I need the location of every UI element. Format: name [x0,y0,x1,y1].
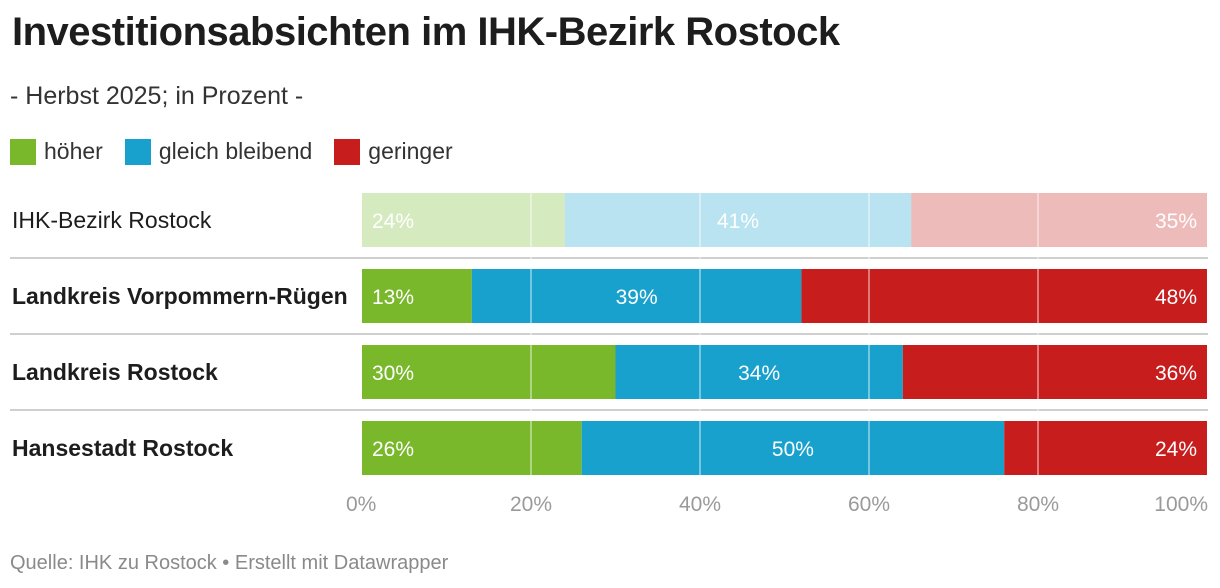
bar-ihk-bezirk-rostock-geringer [911,193,1207,247]
page-title: Investitionsabsichten im IHK-Bezirk Rost… [12,10,840,54]
x-tick-label: 80% [1017,493,1059,516]
value-label: 26% [372,438,414,461]
category-label-landkreis-vorpommern-ruegen: Landkreis Vorpommern-Rügen [12,283,348,309]
page-subtitle: - Herbst 2025; in Prozent - [10,82,304,110]
category-label-hansestadt-rostock: Hansestadt Rostock [12,435,233,461]
value-label: 24% [372,210,414,233]
legend-swatch-gleich-bleibend [124,138,151,165]
bar-hansestadt-rostock-gleich-bleibend [581,421,1005,475]
bar-landkreis-vorpommern-ruegen-hoeher [362,269,472,323]
bar-landkreis-vorpommern-ruegen-gleich-bleibend [471,269,802,323]
chart-legend: höher gleich bleibend geringer [10,138,475,165]
bar-landkreis-rostock-hoeher [362,345,616,399]
value-label: 24% [1155,438,1197,461]
x-tick-label: 100% [1154,493,1208,516]
value-label: 34% [738,362,780,385]
legend-label-geringer: geringer [368,138,453,164]
value-label: 48% [1155,286,1197,309]
value-label: 30% [372,362,414,385]
bar-landkreis-rostock-gleich-bleibend [615,345,903,399]
value-label: 36% [1155,362,1197,385]
x-tick-label: 60% [848,493,890,516]
x-tick-label: 40% [679,493,721,516]
category-label-landkreis-rostock: Landkreis Rostock [12,359,218,385]
category-label-ihk-bezirk-rostock: IHK-Bezirk Rostock [12,207,212,233]
bar-hansestadt-rostock-hoeher [362,421,582,475]
legend-item-geringer: geringer [334,138,453,165]
bar-landkreis-vorpommern-ruegen-geringer [801,269,1207,323]
x-tick-label: 0% [346,493,376,516]
value-label: 35% [1155,210,1197,233]
bar-landkreis-rostock-geringer [902,345,1207,399]
bar-ihk-bezirk-rostock-gleich-bleibend [564,193,912,247]
value-label: 41% [717,210,759,233]
source-footer: Quelle: IHK zu Rostock • Erstellt mit Da… [10,552,449,574]
value-label: 39% [616,286,658,309]
stacked-bar-chart: IHK-Bezirk Rostock Landkreis Vorpommern-R… [10,182,1208,516]
legend-label-hoeher: höher [44,138,103,164]
value-label: 13% [372,286,414,309]
legend-item-gleich-bleibend: gleich bleibend [124,138,313,165]
legend-swatch-geringer [334,138,361,165]
x-tick-label: 20% [510,493,552,516]
legend-swatch-hoeher [10,138,36,165]
value-label: 50% [772,438,814,461]
legend-item-hoeher: höher [10,138,103,165]
legend-label-gleich-bleibend: gleich bleibend [158,138,313,164]
